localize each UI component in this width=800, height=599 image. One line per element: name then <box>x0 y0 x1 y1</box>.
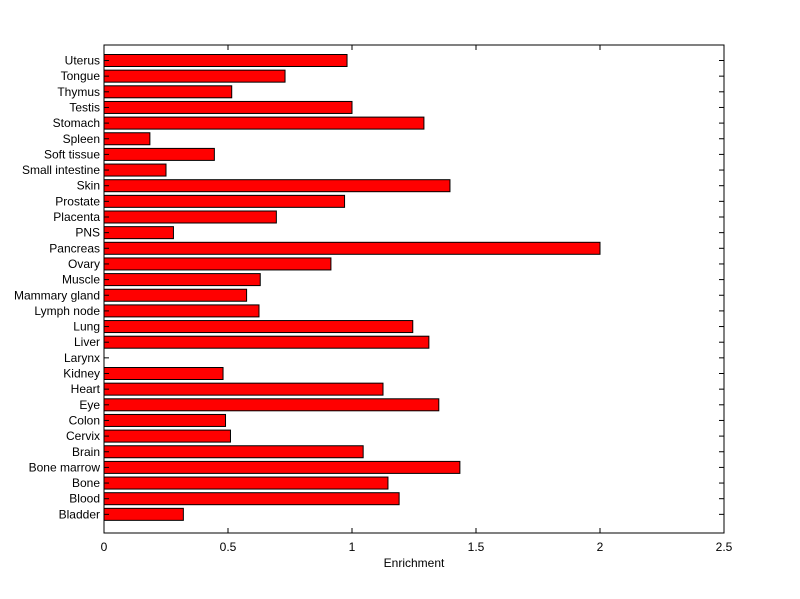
bar-mammary-gland <box>103 288 248 302</box>
plot-frame <box>103 44 725 534</box>
y-tick-label-skin: Skin <box>77 179 100 193</box>
y-tick-label-spleen: Spleen <box>63 132 100 146</box>
bar-spleen <box>103 132 151 146</box>
y-tick-label-larynx: Larynx <box>64 351 100 365</box>
bar-placenta <box>103 210 277 224</box>
y-tick-label-uterus: Uterus <box>65 54 100 68</box>
x-tick-label-0: 0 <box>101 540 108 554</box>
y-tick-label-pns: PNS <box>75 226 100 240</box>
bar-thymus <box>103 85 233 99</box>
y-tick-label-muscle: Muscle <box>62 273 100 287</box>
bar-prostate <box>103 194 346 208</box>
bar-lung <box>103 320 414 334</box>
bar-tongue <box>103 69 286 83</box>
y-tick-label-blood: Blood <box>69 492 100 506</box>
y-tick-label-pancreas: Pancreas <box>49 241 100 255</box>
y-tick-label-testis: Testis <box>69 100 100 114</box>
y-tick-label-soft-tissue: Soft tissue <box>44 147 100 161</box>
y-tick-label-kidney: Kidney <box>63 367 100 381</box>
bar-soft-tissue <box>103 147 215 161</box>
y-tick-label-bladder: Bladder <box>59 507 100 521</box>
y-tick-label-liver: Liver <box>74 335 100 349</box>
bar-kidney <box>103 367 224 380</box>
bars-group <box>103 54 601 521</box>
x-tick-label-5: 2.5 <box>716 540 733 554</box>
bar-skin <box>103 179 451 193</box>
y-tick-label-tongue: Tongue <box>61 69 101 83</box>
x-axis: 0 0.5 1 1.5 2 2.5 <box>101 45 733 554</box>
y-tick-label-mammary-gland: Mammary gland <box>14 288 100 302</box>
y-tick-label-heart: Heart <box>71 382 101 396</box>
y-tick-label-colon: Colon <box>69 413 100 427</box>
y-tick-label-prostate: Prostate <box>55 194 100 208</box>
bar-liver <box>103 335 430 349</box>
bar-uterus <box>103 54 348 67</box>
y-tick-label-brain: Brain <box>72 445 100 459</box>
y-tick-label-lymph-node: Lymph node <box>34 304 100 318</box>
bar-bladder <box>103 507 184 521</box>
bar-muscle <box>103 273 261 287</box>
x-tick-label-4: 2 <box>597 540 604 554</box>
bar-cervix <box>103 429 231 443</box>
y-tick-label-thymus: Thymus <box>57 85 100 99</box>
bar-lymph-node <box>103 304 260 318</box>
bar-bone <box>103 476 389 490</box>
x-tick-label-3: 1.5 <box>468 540 485 554</box>
y-tick-label-eye: Eye <box>79 398 100 412</box>
bar-colon <box>103 413 227 427</box>
bar-small-intestine <box>103 163 167 177</box>
y-tick-label-bone: Bone <box>72 476 100 490</box>
bar-ovary <box>103 257 332 271</box>
y-tick-label-ovary: Ovary <box>68 257 100 271</box>
y-tick-label-bone-marrow: Bone marrow <box>29 460 101 474</box>
bar-testis <box>103 100 353 114</box>
bar-brain <box>103 445 364 459</box>
bar-bone-marrow <box>103 460 461 474</box>
x-tick-label-2: 1 <box>349 540 356 554</box>
bar-pancreas <box>103 241 601 255</box>
y-tick-label-cervix: Cervix <box>66 429 100 443</box>
y-tick-label-small-intestine: Small intestine <box>22 163 100 177</box>
bar-stomach <box>103 116 425 130</box>
bar-eye <box>103 398 440 412</box>
bar-blood <box>103 492 400 506</box>
bar-pns <box>103 226 174 240</box>
x-axis-label: Enrichment <box>384 556 445 570</box>
y-tick-label-stomach: Stomach <box>53 116 100 130</box>
y-tick-label-lung: Lung <box>73 320 100 334</box>
y-tick-label-placenta: Placenta <box>53 210 100 224</box>
x-tick-label-1: 0.5 <box>220 540 237 554</box>
bar-heart <box>103 382 384 396</box>
